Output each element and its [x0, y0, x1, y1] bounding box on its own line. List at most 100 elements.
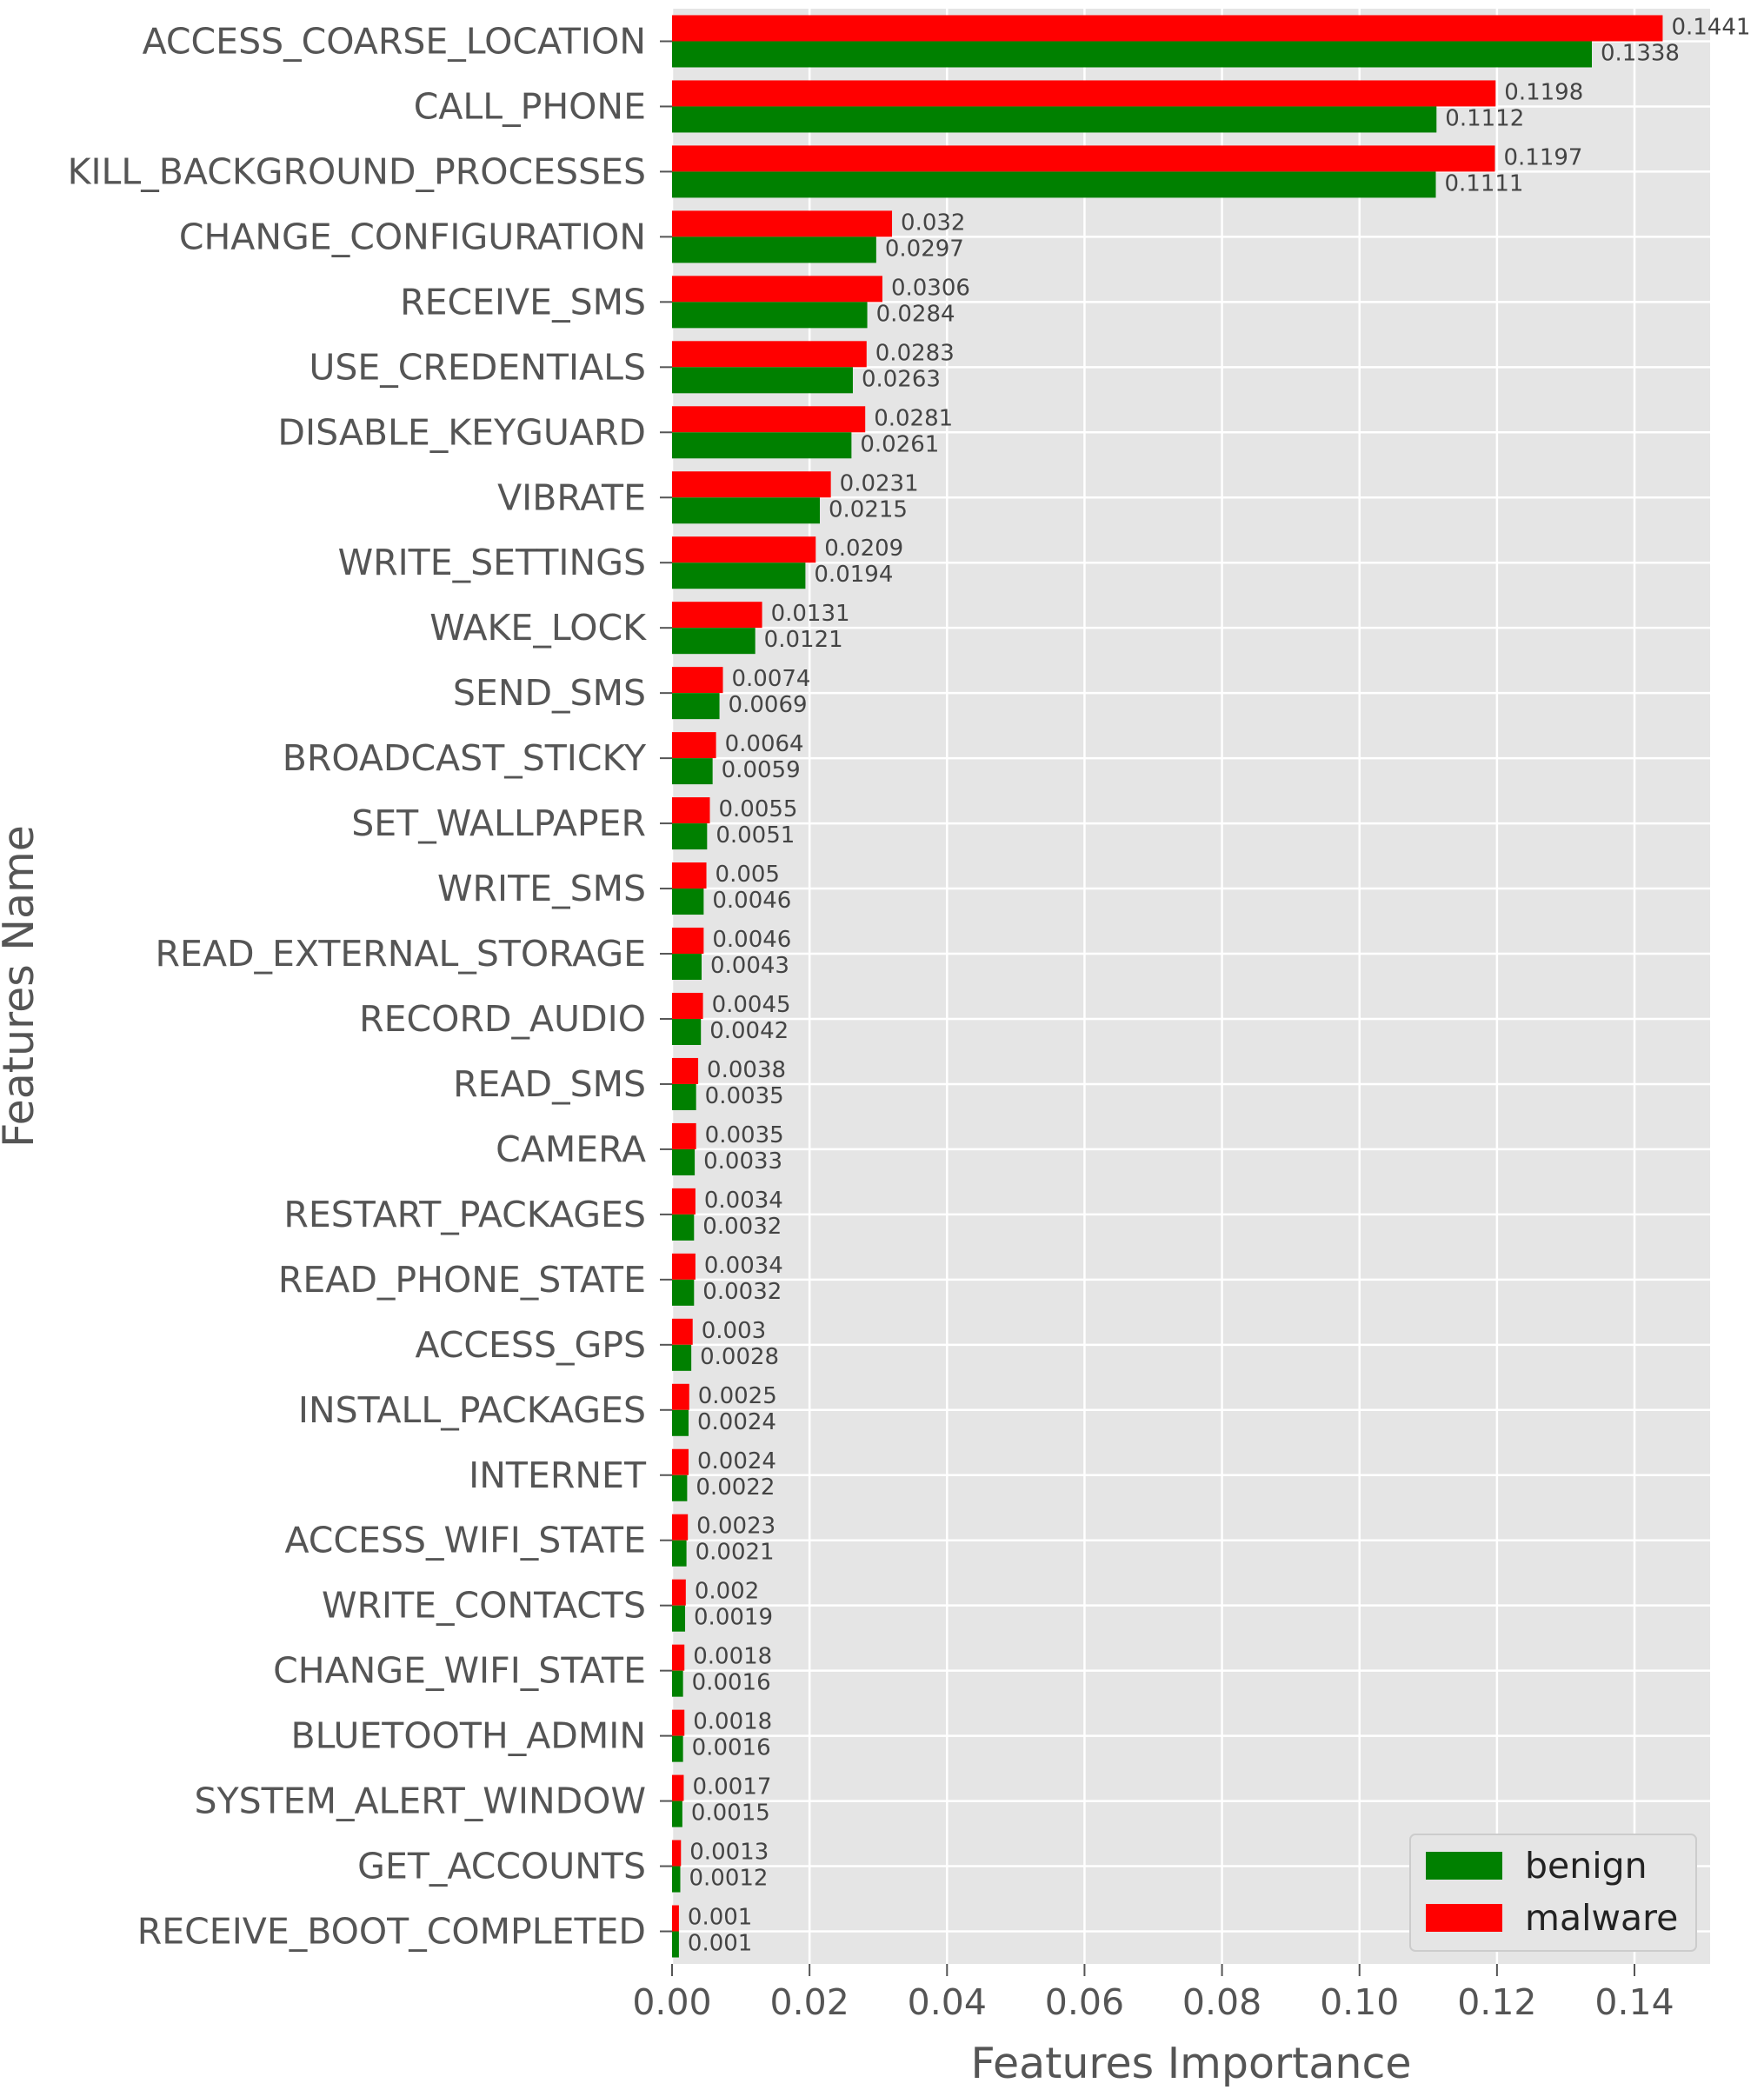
- value-label-benign: 0.0043: [710, 953, 789, 979]
- bar-malware: [672, 471, 831, 498]
- legend: benign malware: [1409, 1834, 1697, 1952]
- bar-malware: [672, 1383, 689, 1410]
- y-tick-label: USE_CREDENTIALS: [309, 346, 646, 388]
- value-label-malware: 0.0025: [698, 1383, 777, 1409]
- y-tick-label: READ_EXTERNAL_STORAGE: [156, 933, 646, 975]
- x-tick-label: 0.04: [908, 1981, 987, 2023]
- value-label-benign: 0.0015: [691, 1800, 770, 1827]
- value-label-benign: 0.0059: [722, 757, 801, 783]
- y-tick-label: RECEIVE_BOOT_COMPLETED: [137, 1911, 646, 1953]
- y-tick-label: ACCESS_COARSE_LOCATION: [143, 20, 646, 62]
- x-tick-label: 0.14: [1594, 1981, 1674, 2023]
- legend-label-benign: benign: [1525, 1845, 1648, 1887]
- bar-malware: [672, 1840, 682, 1867]
- bar-malware: [672, 862, 707, 889]
- y-tick-label: CALL_PHONE: [414, 85, 646, 127]
- value-label-malware: 0.0038: [707, 1057, 786, 1083]
- legend-label-malware: malware: [1525, 1897, 1678, 1939]
- bar-benign: [672, 954, 702, 981]
- bar-malware: [672, 1057, 699, 1084]
- bar-malware: [672, 1122, 696, 1149]
- bar-malware: [672, 1448, 689, 1475]
- value-label-benign: 0.1338: [1601, 40, 1680, 66]
- y-tick-label: READ_PHONE_STATE: [278, 1259, 646, 1301]
- value-label-malware: 0.002: [695, 1579, 759, 1605]
- value-label-malware: 0.0131: [771, 601, 850, 627]
- bar-malware: [672, 1709, 685, 1736]
- bar-malware: [672, 341, 867, 368]
- value-label-malware: 0.0023: [696, 1514, 775, 1540]
- value-label-benign: 0.0042: [709, 1018, 789, 1044]
- bar-benign: [672, 497, 821, 524]
- value-label-malware: 0.1198: [1504, 79, 1583, 105]
- x-tick-label: 0.08: [1182, 1981, 1261, 2023]
- bar-benign: [672, 628, 756, 655]
- bar-benign: [672, 1540, 687, 1567]
- bar-benign: [672, 171, 1436, 198]
- value-label-benign: 0.0121: [764, 627, 843, 653]
- bar-malware: [672, 406, 866, 433]
- bar-malware: [672, 1579, 686, 1606]
- value-label-malware: 0.001: [688, 1905, 752, 1931]
- bar-malware: [672, 1188, 696, 1215]
- value-label-benign: 0.0035: [705, 1083, 784, 1109]
- bar-malware: [672, 210, 893, 237]
- value-label-malware: 0.0283: [875, 340, 955, 366]
- bars-group: [672, 15, 1663, 1958]
- bar-malware: [672, 1514, 689, 1541]
- value-label-malware: 0.0231: [840, 470, 919, 496]
- x-tick-label: 0.10: [1320, 1981, 1399, 2023]
- y-tick-label: WRITE_SMS: [437, 868, 646, 909]
- x-tick-label: 0.00: [632, 1981, 711, 2023]
- bar-benign: [672, 432, 852, 459]
- value-label-malware: 0.0013: [689, 1840, 769, 1866]
- value-label-benign: 0.0284: [876, 301, 955, 327]
- value-label-benign: 0.0032: [702, 1214, 782, 1240]
- y-tick-label: BROADCAST_STICKY: [283, 737, 647, 779]
- value-label-malware: 0.0074: [732, 666, 811, 692]
- bar-benign: [672, 1866, 681, 1893]
- value-label-malware: 0.0055: [718, 796, 797, 822]
- value-label-benign: 0.0021: [696, 1540, 775, 1566]
- value-label-malware: 0.003: [702, 1318, 766, 1344]
- bar-malware: [672, 276, 882, 303]
- y-tick-label: ACCESS_WIFI_STATE: [284, 1520, 646, 1561]
- y-tick-label: READ_SMS: [453, 1063, 646, 1105]
- legend-swatch-benign: [1426, 1852, 1502, 1880]
- bar-benign: [672, 1409, 689, 1436]
- value-label-malware: 0.0045: [712, 992, 791, 1018]
- bar-malware: [672, 1774, 684, 1801]
- value-label-benign: 0.0016: [692, 1670, 771, 1696]
- legend-swatch-malware: [1426, 1904, 1502, 1932]
- value-label-benign: 0.0028: [700, 1344, 779, 1370]
- x-tick-label: 0.06: [1045, 1981, 1124, 2023]
- value-label-malware: 0.0064: [725, 731, 804, 757]
- value-label-malware: 0.0034: [704, 1188, 783, 1214]
- bar-benign: [672, 236, 876, 263]
- value-label-malware: 0.0046: [712, 927, 791, 953]
- y-tick-label: WRITE_SETTINGS: [338, 542, 646, 583]
- bar-malware: [672, 145, 1495, 172]
- value-label-benign: 0.0022: [696, 1474, 775, 1501]
- y-tick-label: SEND_SMS: [453, 672, 646, 714]
- bar-benign: [672, 823, 708, 850]
- bar-malware: [672, 1253, 696, 1280]
- bar-benign: [672, 1605, 686, 1632]
- bar-malware: [672, 667, 723, 694]
- value-label-malware: 0.0024: [697, 1448, 776, 1474]
- y-tick-label: SET_WALLPAPER: [351, 802, 646, 844]
- bar-malware: [672, 15, 1663, 42]
- y-tick-labels-group: ACCESS_COARSE_LOCATION CALL_PHONE KILL_BAC…: [68, 20, 672, 1953]
- bar-benign: [672, 1018, 702, 1045]
- value-label-malware: 0.0209: [824, 536, 903, 562]
- value-label-benign: 0.0261: [860, 431, 939, 457]
- bar-benign: [672, 367, 853, 394]
- y-tick-label: INSTALL_PACKAGES: [298, 1389, 646, 1431]
- bar-benign: [672, 1735, 683, 1762]
- value-label-malware: 0.0018: [693, 1644, 772, 1670]
- y-tick-label: WAKE_LOCK: [429, 607, 647, 649]
- bar-benign: [672, 693, 720, 720]
- bar-benign: [672, 1148, 696, 1175]
- value-label-benign: 0.0046: [712, 888, 791, 914]
- bar-benign: [672, 1344, 692, 1371]
